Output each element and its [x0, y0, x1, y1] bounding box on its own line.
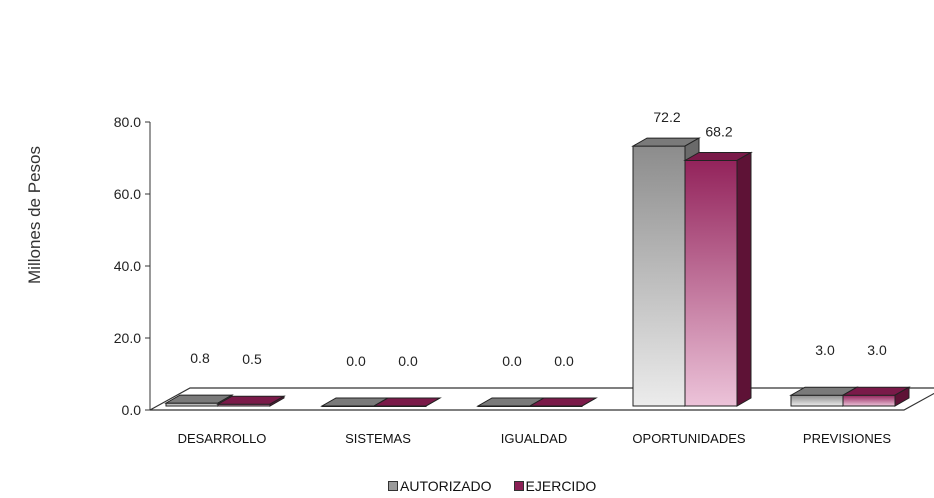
bar-autorizado-previsiones [790, 394, 844, 407]
data-label-ejercido-igualdad: 0.0 [554, 353, 574, 369]
legend-swatch-autorizado [388, 481, 398, 491]
data-label-autorizado-previsiones: 3.0 [815, 342, 835, 358]
data-label-ejercido-oportunidades: 68.2 [705, 123, 732, 139]
data-label-ejercido-previsiones: 3.0 [867, 342, 887, 358]
data-label-autorizado-sistemas: 0.0 [346, 353, 366, 369]
legend-label-autorizado: AUTORIZADO [400, 478, 492, 494]
legend: AUTORIZADO EJERCIDO [388, 478, 596, 494]
bar-ejercido-oportunidades-side [736, 151, 752, 407]
legend-item-autorizado: AUTORIZADO [388, 478, 492, 494]
data-label-ejercido-desarrollo: 0.5 [242, 351, 262, 367]
bar-ejercido-igualdad-side [581, 397, 597, 407]
y-tick-label: 0.0 [122, 402, 142, 418]
y-axis: 0.0 20.0 40.0 60.0 80.0 [114, 114, 151, 418]
legend-label-ejercido: EJERCIDO [525, 478, 597, 494]
y-tick-label: 40.0 [114, 258, 141, 274]
bars [164, 137, 911, 407]
bar-ejercido-sistemas-side [425, 397, 441, 407]
category-label-oportunidades: OPORTUNIDADES [632, 431, 745, 446]
category-label-igualdad: IGUALDAD [501, 431, 567, 446]
legend-item-ejercido: EJERCIDO [513, 478, 597, 494]
data-labels: 0.8 0.5 0.0 0.0 0.0 0.0 72.2 68.2 3.0 3.0 [190, 109, 887, 369]
data-label-autorizado-oportunidades: 72.2 [653, 109, 680, 125]
data-label-autorizado-desarrollo: 0.8 [190, 350, 210, 366]
y-tick-label: 60.0 [114, 186, 141, 202]
category-labels: DESARROLLO SISTEMAS IGUALDAD OPORTUNIDADES P… [178, 431, 892, 446]
data-label-autorizado-igualdad: 0.0 [502, 353, 522, 369]
data-label-ejercido-sistemas: 0.0 [398, 353, 418, 369]
y-axis-label: Millones de Pesos [25, 146, 44, 284]
category-label-previsiones: PREVISIONES [803, 431, 891, 446]
category-label-desarrollo: DESARROLLO [178, 431, 267, 446]
y-tick-label: 20.0 [114, 330, 141, 346]
legend-swatch-ejercido [513, 481, 524, 491]
bar-ejercido-previsiones [842, 394, 896, 407]
bar-ejercido-desarrollo-side [269, 395, 285, 407]
bar-ejercido-oportunidades [684, 159, 738, 407]
bar-autorizado-oportunidades [632, 145, 686, 407]
bar-chart: Millones de Pesos 0.0 20.0 40.0 60.0 80.0 0.… [25, 109, 934, 446]
bar-ejercido-previsiones-side [894, 386, 910, 407]
category-label-sistemas: SISTEMAS [345, 431, 411, 446]
y-tick-label: 80.0 [114, 114, 141, 130]
